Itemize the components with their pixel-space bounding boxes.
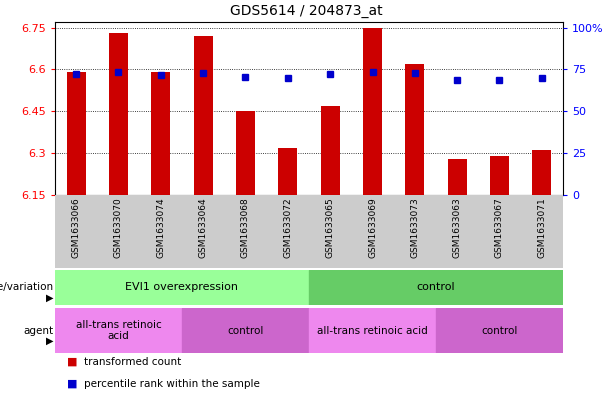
Text: GSM1633065: GSM1633065 [326, 197, 335, 258]
Text: transformed count: transformed count [85, 357, 181, 367]
Text: control: control [481, 325, 518, 336]
Text: all-trans retinoic
acid: all-trans retinoic acid [75, 320, 161, 341]
Text: GDS5614 / 204873_at: GDS5614 / 204873_at [230, 4, 383, 18]
Bar [55, 270, 309, 305]
Text: control: control [417, 283, 455, 292]
Text: GSM1633069: GSM1633069 [368, 197, 377, 258]
Text: ■: ■ [67, 378, 78, 389]
Bar [278, 147, 297, 195]
Text: GSM1633068: GSM1633068 [241, 197, 250, 258]
Text: genotype/variation: genotype/variation [0, 283, 54, 292]
Text: GSM1633067: GSM1633067 [495, 197, 504, 258]
Text: control: control [227, 325, 264, 336]
Bar [447, 159, 466, 195]
Bar [55, 308, 182, 353]
Bar [490, 156, 509, 195]
Text: GSM1633074: GSM1633074 [156, 197, 166, 258]
Bar [309, 270, 563, 305]
Text: ▶: ▶ [46, 292, 54, 302]
Bar [182, 308, 309, 353]
Text: agent: agent [24, 325, 54, 336]
Bar [532, 151, 551, 195]
Text: GSM1633073: GSM1633073 [410, 197, 419, 258]
Bar [405, 64, 424, 195]
Text: EVI1 overexpression: EVI1 overexpression [126, 283, 238, 292]
Text: GSM1633070: GSM1633070 [114, 197, 123, 258]
Text: ▶: ▶ [46, 335, 54, 345]
Bar [67, 72, 86, 195]
Text: GSM1633066: GSM1633066 [72, 197, 81, 258]
Text: GSM1633072: GSM1633072 [283, 197, 292, 258]
Bar [236, 111, 255, 195]
Text: all-trans retinoic acid: all-trans retinoic acid [317, 325, 428, 336]
Bar [109, 33, 128, 195]
Bar [321, 106, 340, 195]
Text: GSM1633064: GSM1633064 [199, 197, 208, 258]
Bar [151, 72, 170, 195]
Text: ■: ■ [67, 357, 78, 367]
Bar [309, 308, 436, 353]
Bar [436, 308, 563, 353]
Text: GSM1633071: GSM1633071 [538, 197, 546, 258]
Text: percentile rank within the sample: percentile rank within the sample [85, 378, 261, 389]
Text: GSM1633063: GSM1633063 [452, 197, 462, 258]
Bar [363, 28, 382, 195]
Bar [194, 36, 213, 195]
